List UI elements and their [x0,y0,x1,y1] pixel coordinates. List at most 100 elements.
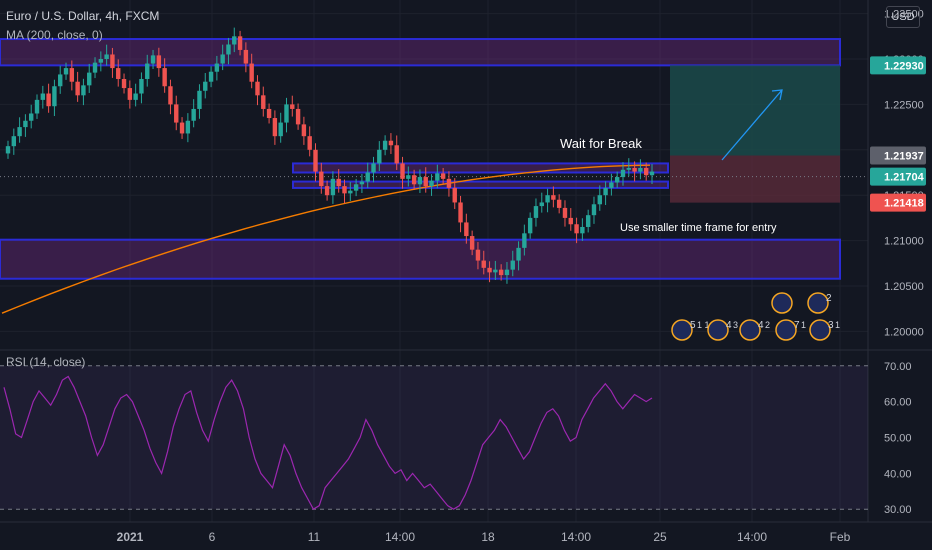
candle-body-28 [168,86,173,105]
candle-body-51 [301,124,307,137]
candle-body-50 [295,108,301,125]
candle-body-52 [307,136,312,150]
candle-body-14 [87,72,92,86]
candle-body-19 [116,68,121,79]
event-count-4: 3 [828,320,834,331]
event-sub-0: 1 1 [697,320,710,330]
trend-arrow-line [721,89,783,161]
time-tick-3: 14:00 [385,530,415,544]
time-tick-8: Feb [830,530,851,544]
candle-body-64 [377,149,382,164]
time-tick-1: 6 [209,530,216,544]
candle-body-108 [632,167,637,172]
candle-body-92 [539,202,544,207]
candle-body-23 [139,78,144,94]
candle-body-39 [232,36,237,45]
candle-body-0 [5,146,11,154]
candle-body-27 [162,68,167,87]
symbol-title: Euro / U.S. Dollar, 4h, FXCM [6,9,160,23]
long-position-tool[interactable] [0,65,868,203]
candle-body-74 [435,173,440,181]
stop-area [670,155,840,203]
time-tick-5: 14:00 [561,530,591,544]
candle-body-83 [487,267,492,273]
candle-body-98 [574,224,579,234]
candle-body-61 [359,181,365,185]
price-label-1: 1.21937 [884,151,924,163]
candle-body-62 [365,172,370,182]
candle-body-13 [81,85,86,96]
price-axis[interactable]: 1.235001.230001.225001.220001.215001.210… [870,9,926,517]
annotations: Wait for Break Use smaller time frame for… [560,136,777,234]
candle-body-68 [400,163,405,179]
price-label-bg-1 [870,146,926,165]
candle-body-72 [423,177,428,187]
candle-body-11 [69,68,75,82]
candle-body-63 [371,163,376,173]
candle-body-15 [92,62,98,73]
candle-body-26 [156,55,162,69]
price-label-3: 1.21418 [884,198,924,210]
price-tick-0: 1.23500 [884,9,924,21]
event-count-2: 4 [758,320,764,331]
candle-body-47 [278,122,283,137]
candle-body-76 [446,178,452,188]
candle-body-107 [626,167,631,170]
event-sub-3: 1 [801,320,806,330]
candle-body-12 [75,81,80,96]
candle-body-105 [614,177,620,183]
candle-body-54 [319,171,324,187]
candle-body-22 [133,93,138,100]
candle-body-70 [411,175,417,185]
candle-body-41 [243,49,249,64]
candle-body-53 [313,149,318,172]
candle-body-67 [394,145,399,164]
zone-1 [292,162,669,174]
time-tick-6: 25 [653,530,667,544]
event-icon-0 [671,319,693,341]
candle-body-38 [226,44,231,55]
candle-body-93 [545,195,550,203]
price-tick-2: 1.22500 [884,99,924,111]
event-count-3: 7 [794,320,800,331]
candle-body-37 [220,54,225,64]
event-count-6: 2 [826,293,832,304]
candle-body-1 [11,136,17,147]
candle-body-9 [58,74,63,87]
candle-body-29 [174,104,179,123]
candle-body-59 [348,190,353,194]
candle-body-109 [638,167,643,172]
rsi-tick-1: 60.00 [884,397,912,409]
rsi-tick-0: 70.00 [884,361,912,373]
rsi-indicator-label[interactable]: RSI (14, close) [6,355,86,369]
candle-body-78 [458,202,463,223]
target-area [670,65,840,156]
candle-body-20 [121,78,127,89]
candle-body-58 [342,186,347,194]
time-tick-0: 2021 [117,530,144,544]
time-tick-7: 14:00 [737,530,767,544]
candle-body-33 [197,90,202,109]
price-label-bg-2 [870,167,926,186]
event-count-1: 4 [726,320,732,331]
rsi-line [3,375,653,511]
candle-body-82 [481,260,486,268]
candlestick-series [5,27,655,284]
event-sub-2: 2 [765,320,770,330]
candle-body-4 [29,113,34,121]
time-axis[interactable]: 2021 6 11 14:00 18 14:00 25 14:00 Feb [117,530,851,544]
ma-indicator-label[interactable]: MA (200, close, 0) [6,28,103,42]
candle-body-42 [249,63,254,82]
trend-arrow-head [771,89,783,101]
candle-body-94 [551,195,556,200]
candle-body-2 [17,127,22,137]
candle-body-65 [382,140,388,150]
candle-body-34 [203,81,208,91]
currency-button[interactable]: USD [886,6,920,28]
event-sub-4: 1 [835,320,840,330]
ma-200-path [1,164,651,314]
candle-body-40 [237,36,243,50]
zone-2 [292,180,669,189]
